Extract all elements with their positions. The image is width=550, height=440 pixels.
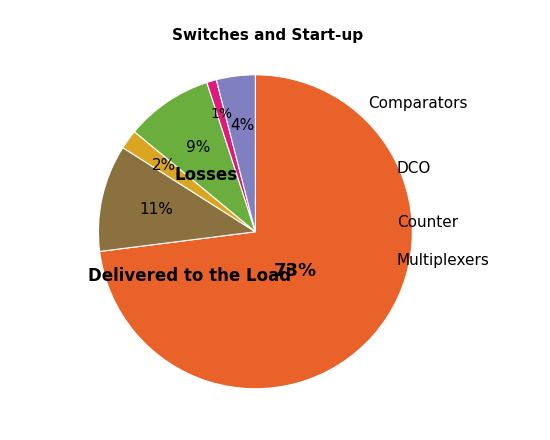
Text: 4%: 4% [230,118,254,133]
Wedge shape [123,132,255,232]
Text: DCO: DCO [397,161,431,176]
Text: Counter: Counter [397,215,458,230]
Text: 11%: 11% [139,202,173,217]
Text: Switches and Start-up: Switches and Start-up [172,29,364,44]
Text: 2%: 2% [152,158,176,173]
Text: Comparators: Comparators [368,95,468,110]
Wedge shape [207,80,255,232]
Text: Losses: Losses [174,165,238,183]
Wedge shape [100,75,412,389]
Wedge shape [216,75,255,232]
Wedge shape [98,148,255,251]
Text: 73%: 73% [274,262,317,280]
Text: Delivered to the Load: Delivered to the Load [88,267,291,285]
Wedge shape [134,82,255,232]
Text: Multiplexers: Multiplexers [397,253,490,268]
Text: 1%: 1% [210,107,232,121]
Text: 9%: 9% [186,140,210,155]
